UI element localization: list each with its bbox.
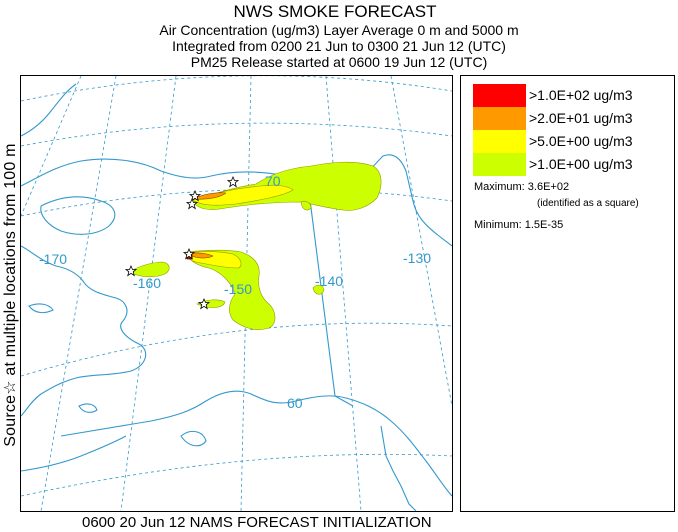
layer-description: Air Concentration (ug/m3) Layer Average … bbox=[159, 22, 519, 38]
plume-central-outer bbox=[185, 249, 276, 330]
plume-west bbox=[128, 261, 170, 278]
kodiak-island bbox=[180, 430, 207, 447]
plume-north-core bbox=[192, 192, 227, 200]
legend-item: >2.0E+01 ug/m3 bbox=[473, 107, 673, 130]
chukotka-coast bbox=[21, 83, 77, 137]
lon-line-160 bbox=[120, 76, 177, 511]
legend-swatch bbox=[473, 130, 526, 153]
source-star-5 bbox=[124, 264, 138, 277]
lon-label-170: -170 bbox=[39, 251, 67, 267]
lon-label-130: -130 bbox=[403, 250, 431, 266]
map-canvas: -170 -160 -150 -140 -130 70 60 bbox=[21, 76, 452, 511]
legend-label: >1.0E+00 ug/m3 bbox=[529, 156, 633, 172]
aleutian-chain bbox=[21, 435, 127, 472]
legend-label: >1.0E+02 ug/m3 bbox=[529, 87, 633, 103]
lat-line-75 bbox=[21, 76, 452, 102]
border-line bbox=[308, 191, 354, 407]
south-coast bbox=[60, 390, 452, 497]
source-star-4 bbox=[182, 247, 196, 260]
lat-label-70: 70 bbox=[265, 173, 281, 189]
legend-item: >5.0E+00 ug/m3 bbox=[473, 130, 673, 153]
maximum-value: Maximum: 3.6E+02 bbox=[474, 181, 570, 193]
legend-swatch bbox=[473, 153, 526, 176]
lon-label-140: -140 bbox=[315, 273, 343, 289]
nunivak-island bbox=[78, 403, 98, 413]
source-side-label: Source☆ at multiple locations from 100 m bbox=[2, 143, 19, 447]
lat-line-55 bbox=[21, 453, 452, 497]
legend-item: >1.0E+02 ug/m3 bbox=[473, 84, 673, 107]
lon-label-160: -160 bbox=[133, 275, 161, 291]
maximum-note: (identified as a square) bbox=[537, 198, 639, 209]
source-stars bbox=[124, 175, 240, 310]
lon-line-170 bbox=[40, 76, 117, 511]
lon-line-180 bbox=[21, 76, 82, 217]
forecast-initialization: 0600 20 Jun 12 NAMS FORECAST INITIALIZAT… bbox=[82, 514, 432, 531]
legend-swatch bbox=[473, 107, 526, 130]
lat-line-60 bbox=[21, 322, 452, 377]
alexander-archipelago bbox=[380, 425, 417, 511]
legend-item: >1.0E+00 ug/m3 bbox=[473, 153, 673, 176]
bay-shore bbox=[40, 196, 116, 235]
coastlines bbox=[21, 83, 452, 511]
forecast-title: NWS SMOKE FORECAST bbox=[233, 2, 437, 21]
lat-label-60: 60 bbox=[287, 395, 303, 411]
source-star-1 bbox=[226, 175, 240, 188]
legend-swatch bbox=[473, 84, 526, 107]
lon-line-140 bbox=[325, 76, 362, 511]
lat-line-70 bbox=[21, 122, 452, 147]
west-coast bbox=[21, 245, 147, 417]
legend-panel: >1.0E+02 ug/m3 >2.0E+01 ug/m3 >5.0E+00 u… bbox=[460, 75, 675, 512]
release-start: PM25 Release started at 0600 19 Jun 12 (… bbox=[190, 54, 488, 70]
st-lawrence-island bbox=[28, 303, 54, 314]
source-star-2 bbox=[188, 189, 202, 202]
lon-label-150: -150 bbox=[224, 281, 252, 297]
map-panel: -170 -160 -150 -140 -130 70 60 bbox=[20, 75, 453, 512]
lon-line-130 bbox=[390, 76, 452, 407]
plume-north-tail bbox=[300, 200, 312, 211]
plume-north-mid bbox=[192, 184, 294, 206]
integration-period: Integrated from 0200 21 Jun to 0300 21 J… bbox=[172, 38, 506, 54]
smoke-plumes bbox=[128, 161, 382, 330]
source-star-3 bbox=[185, 197, 199, 210]
source-star-6 bbox=[197, 297, 211, 310]
legend-label: >2.0E+01 ug/m3 bbox=[529, 110, 633, 126]
legend-label: >5.0E+00 ug/m3 bbox=[529, 133, 633, 149]
plume-east-small bbox=[312, 284, 325, 295]
minimum-value: Minimum: 1.5E-35 bbox=[474, 219, 564, 231]
plume-central-core bbox=[186, 252, 214, 259]
